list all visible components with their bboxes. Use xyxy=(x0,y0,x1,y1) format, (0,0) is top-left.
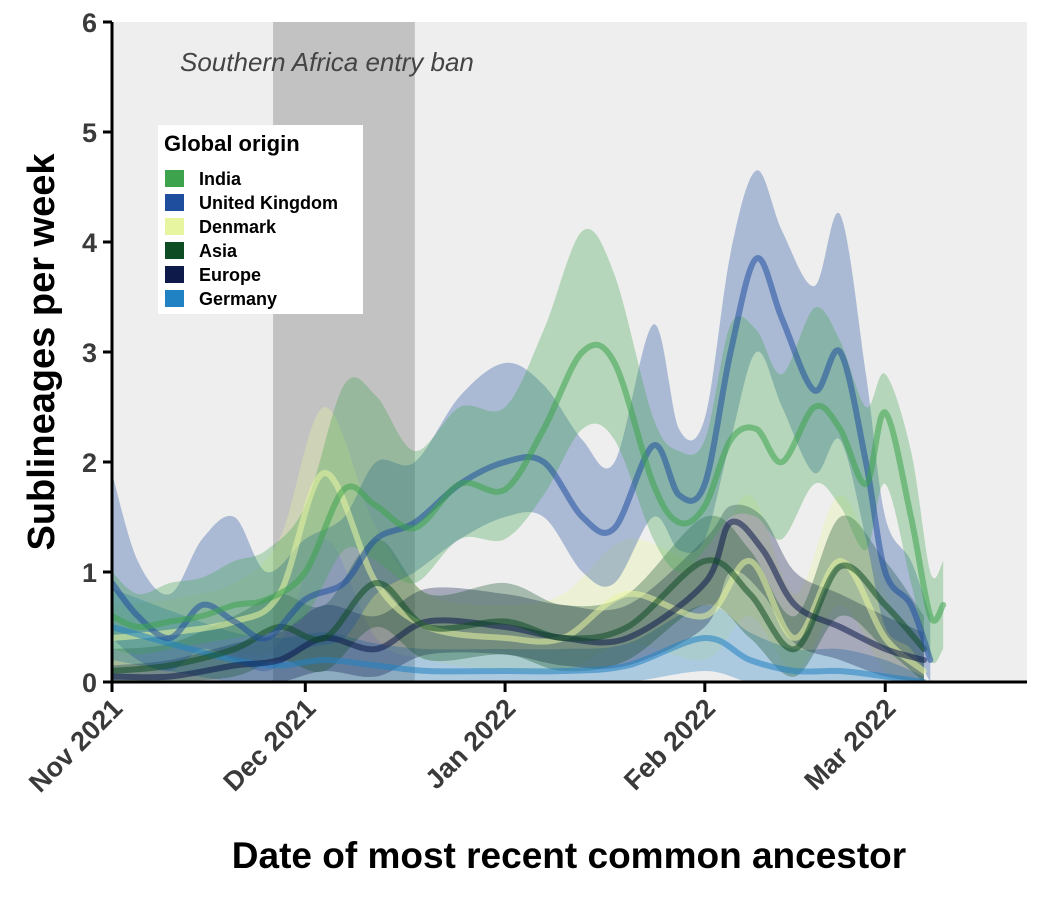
ci-band-denmark xyxy=(112,406,924,682)
y-axis-title: Sublineages per week xyxy=(21,153,63,551)
x-tick-label: Jan 2022 xyxy=(419,693,521,795)
legend-label: Denmark xyxy=(199,217,277,237)
legend-box xyxy=(158,125,363,314)
x-tick-label: Feb 2022 xyxy=(618,693,721,796)
legend-label: Germany xyxy=(199,289,277,309)
y-axis-ticks: 0 1 2 3 4 5 6 xyxy=(82,8,112,698)
series-layer xyxy=(112,170,947,682)
x-axis-ticks: Nov 2021 Dec 2021 Jan 2022 Feb 2022 Mar 2022 xyxy=(23,682,901,798)
x-tick-label: Nov 2021 xyxy=(23,693,128,798)
x-tick-label: Dec 2021 xyxy=(218,693,322,797)
legend-swatch xyxy=(165,170,184,187)
mean-line-united-kingdom xyxy=(112,255,934,663)
legend-items: India United Kingdom Denmark Asia Europe Germ… xyxy=(165,169,338,309)
y-tick-label: 4 xyxy=(82,228,97,258)
mean-line-india xyxy=(112,341,947,631)
legend-label: Europe xyxy=(199,265,261,285)
mean-line-denmark xyxy=(112,470,927,674)
legend-title: Global origin xyxy=(164,131,300,156)
y-tick-label: 5 xyxy=(82,118,97,148)
y-tick-label: 0 xyxy=(82,668,97,698)
y-tick-label: 3 xyxy=(82,338,97,368)
legend-swatch xyxy=(165,242,184,259)
legend-label: Asia xyxy=(199,241,238,261)
y-tick-label: 2 xyxy=(82,448,97,478)
y-tick-label: 1 xyxy=(82,558,97,588)
legend-swatch xyxy=(165,194,184,211)
x-tick-label: Mar 2022 xyxy=(799,693,902,796)
legend-swatch xyxy=(165,218,184,235)
legend-swatch xyxy=(165,290,184,307)
x-axis-title: Date of most recent common ancestor xyxy=(232,835,906,876)
legend: Global origin India United Kingdom Denmark… xyxy=(158,125,363,314)
y-tick-label: 6 xyxy=(82,8,97,38)
legend-swatch xyxy=(165,266,184,283)
legend-label: United Kingdom xyxy=(199,193,338,213)
mean-line-asia xyxy=(112,557,927,674)
legend-label: India xyxy=(199,169,242,189)
entry-ban-annotation: Southern Africa entry ban xyxy=(180,47,474,77)
